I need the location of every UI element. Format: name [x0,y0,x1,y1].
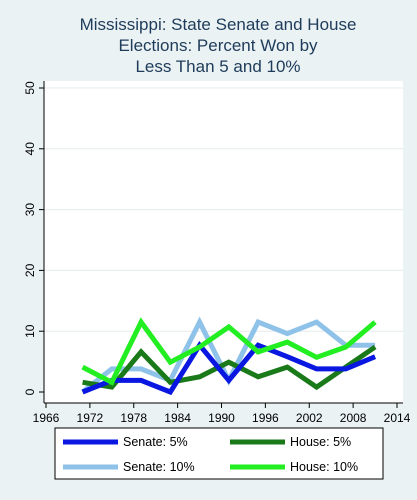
y-tick-label-1: 10 [23,324,37,338]
legend: Senate: 5% House: 5% Senate: 10% House: 10% [54,427,384,480]
x-tick-label-0: 1966 [33,411,60,425]
y-tick-label-5: 50 [23,81,37,95]
plot-area [44,81,403,403]
axes: 0 10 20 30 40 50 1966 1972 1978 1984 1990 1996 2002 2… [23,81,411,425]
grid-lines [44,87,403,332]
x-tick-label-2: 1978 [120,411,147,425]
x-tick-label-3: 1984 [164,411,191,425]
chart-title-line-3: Less Than 5 and 10% [135,57,300,76]
series-line-senate-5 [81,340,377,396]
x-tick-label-1: 1972 [77,411,104,425]
chart-title-line-1: Mississippi: State Senate and House [80,15,357,34]
legend-label-house-5: House: 5% [290,435,351,449]
x-tick-label-7: 2008 [340,411,367,425]
series-line-house-10 [81,317,377,386]
y-tick-label-0: 0 [23,388,37,395]
y-tick-label-3: 30 [23,203,37,217]
x-tick-label-8: 2014 [384,411,411,425]
x-tick-label-6: 2002 [296,411,323,425]
chart-title: Mississippi: State Senate and House Elec… [80,15,357,76]
chart-title-line-2: Elections: Percent Won by [118,36,318,55]
legend-label-house-10: House: 10% [290,460,358,474]
x-tick-label-4: 1990 [208,411,235,425]
legend-box [54,427,384,480]
y-tick-label-4: 40 [23,142,37,156]
y-tick-label-2: 20 [23,263,37,277]
legend-label-senate-10: Senate: 10% [123,460,195,474]
x-tick-label-5: 1996 [252,411,279,425]
series-line-house-5 [82,344,377,391]
series-lines [81,316,377,396]
legend-label-senate-5: Senate: 5% [123,435,188,449]
